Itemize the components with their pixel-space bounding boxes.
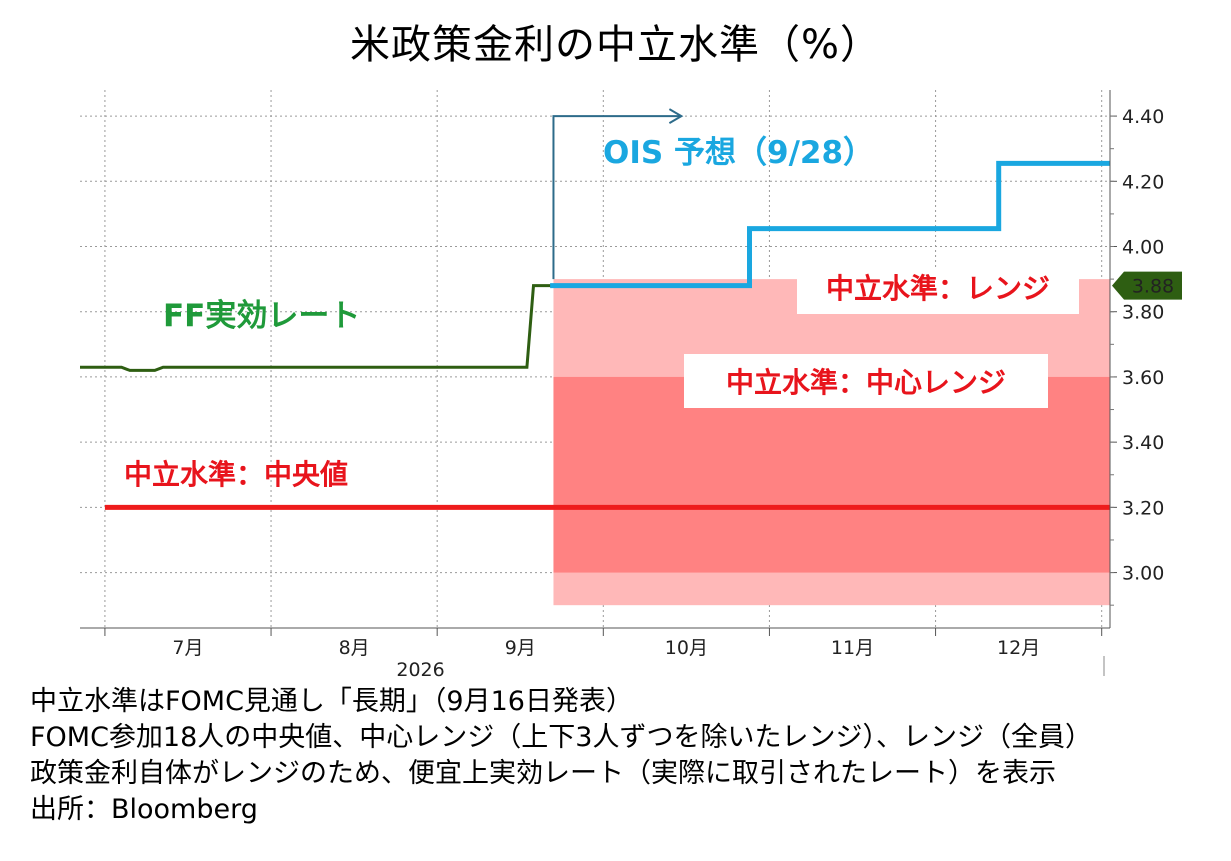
y-tick-label: 4.20 [1122,171,1164,193]
chart: 4.40 4.20 4.00 3.80 3.60 3.40 3.20 3.00 3.88 7月 8月… [80,90,1182,680]
y-tick-label: 4.40 [1122,106,1164,128]
range-label-box [797,270,1079,314]
center-range-label-box [684,354,1048,408]
y-tick-label: 3.20 [1122,497,1164,519]
footnotes: 中立水準はFOMC見通し「長期」（9月16日発表） FOMC参加18人の中央値、… [30,684,1225,828]
x-tick-label: 9月 [505,637,536,659]
y-tick-label: 3.80 [1122,302,1164,324]
bands [553,279,1110,606]
y-tick-label: 3.60 [1122,367,1164,389]
forecast-arrow [552,115,682,280]
range-label: 中立水準：レンジ [826,272,1050,305]
forecast-arrow-head [668,108,684,124]
footnote-line: 中立水準はFOMC見通し「長期」（9月16日発表） [30,686,633,717]
center-range-label: 中立水準：中心レンジ [726,366,1006,399]
ff-rate-label: FF実効レート [163,298,360,334]
x-tick-label: 11月 [831,637,874,659]
ois-label: OIS 予想（9/28） [603,135,874,171]
center-range-band [553,376,1110,573]
y-tick-label: 3.40 [1122,432,1164,454]
x-tick-label: 12月 [997,637,1040,659]
x-tick-label: 10月 [665,637,708,659]
median-label: 中立水準：中央値 [124,458,348,491]
ois-line [550,160,1110,289]
chart-title: 米政策金利の中立水準（%） [349,22,881,68]
last-value-badge [1112,271,1182,300]
x-tick-label: 8月 [339,637,370,659]
footnote-line: FOMC参加18人の中央値、中心レンジ（上下3人ずつを除いたレンジ）、レンジ（全… [30,722,1092,753]
axes: 4.40 4.20 4.00 3.80 3.60 3.40 3.20 3.00 3.88 7月 8月… [80,90,1182,680]
y-tick-label: 3.00 [1122,563,1164,585]
x-year-label: 2026 [396,659,444,680]
ff-rate-line [80,284,554,372]
series-lines [80,108,1110,510]
source-note: 出所：Bloomberg [30,794,258,825]
series-labels: 中立水準：レンジ 中立水準：中心レンジ 中立水準：中央値 FF実効レート OIS… [124,135,1079,491]
x-tick-label: 7月 [172,637,203,659]
last-value-badge-text: 3.88 [1132,276,1174,298]
footnote-line: 政策金利自体がレンジのため、便宜上実効レート（実際に取引されたレート）を表示 [30,758,1056,789]
y-tick-label: 4.00 [1122,237,1164,259]
